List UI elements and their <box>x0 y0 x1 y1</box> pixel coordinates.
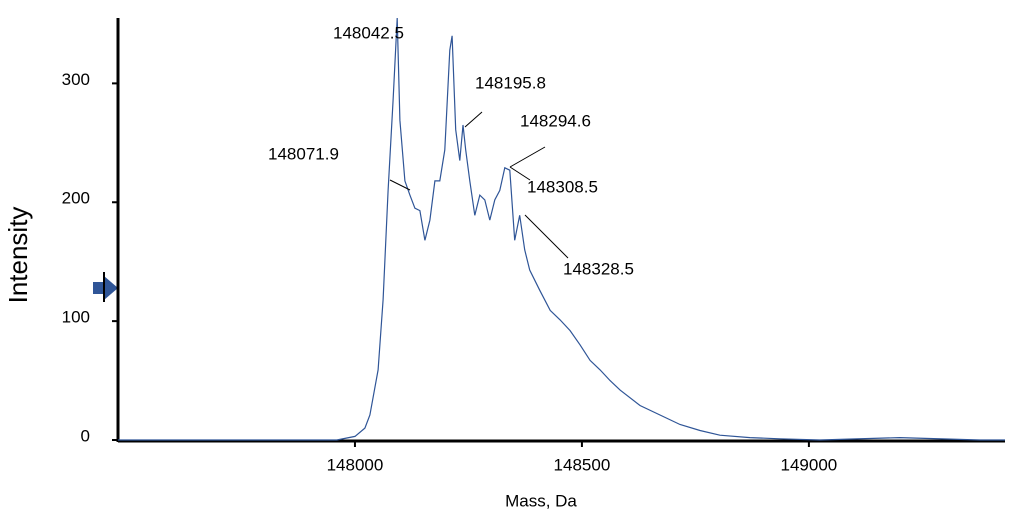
leader-line <box>524 214 569 259</box>
peak-label: 148294.6 <box>520 111 591 130</box>
peak-label: 148195.8 <box>475 73 546 92</box>
peak-label: 148328.5 <box>563 259 634 278</box>
peak-label: 148042.5 <box>333 23 404 42</box>
y-axis-label: Intensity <box>3 207 33 304</box>
leader-line <box>389 179 411 191</box>
spectrum-line <box>118 17 1005 441</box>
y-tick-label: 200 <box>62 189 90 208</box>
x-tick-label: 148500 <box>554 455 611 474</box>
leader-line <box>464 111 483 128</box>
y-tick-label: 300 <box>62 70 90 89</box>
y-tick-label: 100 <box>62 308 90 327</box>
peak-label: 148308.5 <box>527 177 598 196</box>
arrow-icon <box>93 272 118 302</box>
peak-label: 148071.9 <box>268 144 339 163</box>
y-tick-label: 0 <box>81 426 90 445</box>
leader-line <box>509 146 546 168</box>
leader-line <box>509 166 531 181</box>
x-axis-label: Mass, Da <box>505 491 577 510</box>
x-tick-label: 148000 <box>327 455 384 474</box>
x-tick-label: 149000 <box>781 455 838 474</box>
